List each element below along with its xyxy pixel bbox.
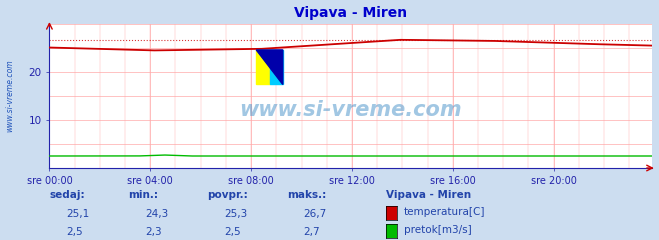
Text: 25,1: 25,1 <box>66 209 89 219</box>
Polygon shape <box>256 50 283 84</box>
Text: www.si-vreme.com: www.si-vreme.com <box>5 60 14 132</box>
Text: povpr.:: povpr.: <box>208 190 248 200</box>
Text: www.si-vreme.com: www.si-vreme.com <box>240 100 462 120</box>
Text: sedaj:: sedaj: <box>49 190 85 200</box>
Text: temperatura[C]: temperatura[C] <box>404 207 486 217</box>
Text: Vipava - Miren: Vipava - Miren <box>386 190 471 200</box>
Text: min.:: min.: <box>129 190 159 200</box>
Text: maks.:: maks.: <box>287 190 326 200</box>
Text: 2,7: 2,7 <box>303 227 320 237</box>
Text: 2,5: 2,5 <box>224 227 241 237</box>
Text: 25,3: 25,3 <box>224 209 247 219</box>
Title: Vipava - Miren: Vipava - Miren <box>295 6 407 20</box>
Text: pretok[m3/s]: pretok[m3/s] <box>404 225 472 235</box>
Text: 2,5: 2,5 <box>66 227 82 237</box>
Text: 2,3: 2,3 <box>145 227 161 237</box>
Text: 26,7: 26,7 <box>303 209 326 219</box>
Bar <box>256 50 270 84</box>
Bar <box>270 50 283 84</box>
Text: 24,3: 24,3 <box>145 209 168 219</box>
